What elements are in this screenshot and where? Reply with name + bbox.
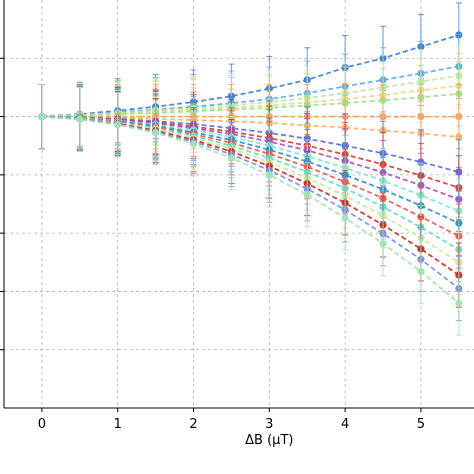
series-fit-line [41,115,460,290]
data-point [114,121,122,129]
series-fit-line [41,34,460,118]
data-point [303,191,311,199]
tick-marks [0,57,422,412]
series-layer [38,2,463,336]
data-point [379,240,387,248]
data-point [152,129,160,137]
x-tick-labels: 0 1 2 3 4 5 [38,417,425,432]
series-fit-line [41,65,459,118]
series-fit-line [41,115,460,251]
x-tick-label: 4 [341,417,349,432]
series-fit-line [41,115,460,173]
series-fit-line [41,115,460,237]
series-group [38,84,463,170]
series-fit-line [41,74,459,118]
series-fit-line [41,92,459,118]
series-group [38,84,463,150]
series-group [38,43,463,150]
x-axis-label: ΔB (μT) [245,433,293,448]
x-tick-label: 0 [38,417,46,432]
data-point [455,299,463,307]
data-point [341,214,349,222]
series-fit-line [41,115,459,138]
x-tick-label: 5 [417,417,425,432]
series-group [38,2,463,150]
data-point [227,154,236,162]
grid-lines [4,0,474,408]
series-fit-line [41,115,460,189]
series-fit-line [41,84,459,118]
axes-frame [3,0,474,409]
data-point [189,140,198,148]
series-fit-line [41,115,460,264]
x-tick-label: 3 [265,417,273,432]
data-point [38,112,46,121]
data-point [265,171,273,179]
data-point [76,115,84,124]
x-tick-label: 1 [114,417,122,432]
series-fit-line [41,115,460,276]
series-fit-line [41,115,460,225]
series-fit-line [41,115,460,304]
series-group [38,84,463,336]
series-fit-line [41,115,460,212]
series-fit-line [41,115,460,201]
data-point [455,133,463,141]
data-point [417,268,425,276]
x-tick-label: 2 [189,417,197,432]
